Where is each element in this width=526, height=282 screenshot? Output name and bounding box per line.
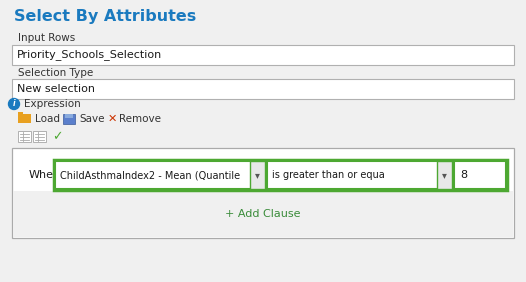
Text: ▾: ▾: [255, 170, 259, 180]
Text: Select By Attributes: Select By Attributes: [14, 8, 196, 23]
Circle shape: [8, 98, 19, 109]
Text: Remove: Remove: [119, 114, 161, 124]
Bar: [0, 0, 526, 32]
Text: + Add Clause: + Add Clause: [225, 209, 301, 219]
Text: New selection: New selection: [17, 84, 95, 94]
Bar: [65, 114, 73, 118]
Bar: [55, 161, 265, 189]
Text: i: i: [13, 100, 15, 109]
Text: 8: 8: [460, 170, 467, 180]
Bar: [12, 79, 514, 99]
Text: is greater than or equa: is greater than or equa: [272, 170, 385, 180]
Text: Where: Where: [29, 170, 65, 180]
Text: Input Rows: Input Rows: [18, 33, 75, 43]
Text: ✓: ✓: [52, 131, 63, 144]
Bar: [12, 45, 514, 65]
Bar: [18, 114, 31, 123]
Bar: [250, 161, 265, 189]
Text: Load: Load: [35, 114, 60, 124]
Bar: [454, 161, 506, 189]
Bar: [13, 191, 513, 237]
Text: Save: Save: [79, 114, 105, 124]
Bar: [18, 131, 31, 142]
Bar: [437, 161, 452, 189]
Bar: [54, 160, 507, 190]
Bar: [267, 161, 452, 189]
Text: Selection Type: Selection Type: [18, 68, 93, 78]
Bar: [33, 131, 46, 142]
Bar: [63, 114, 75, 124]
Text: Expression: Expression: [24, 99, 81, 109]
Text: ChildAsthmaIndex2 - Mean (Quantile: ChildAsthmaIndex2 - Mean (Quantile: [60, 170, 240, 180]
Bar: [18, 112, 23, 115]
Text: ✕: ✕: [108, 114, 117, 124]
Bar: [12, 148, 514, 238]
Text: Priority_Schools_Selection: Priority_Schools_Selection: [17, 50, 162, 60]
Text: ▾: ▾: [441, 170, 447, 180]
